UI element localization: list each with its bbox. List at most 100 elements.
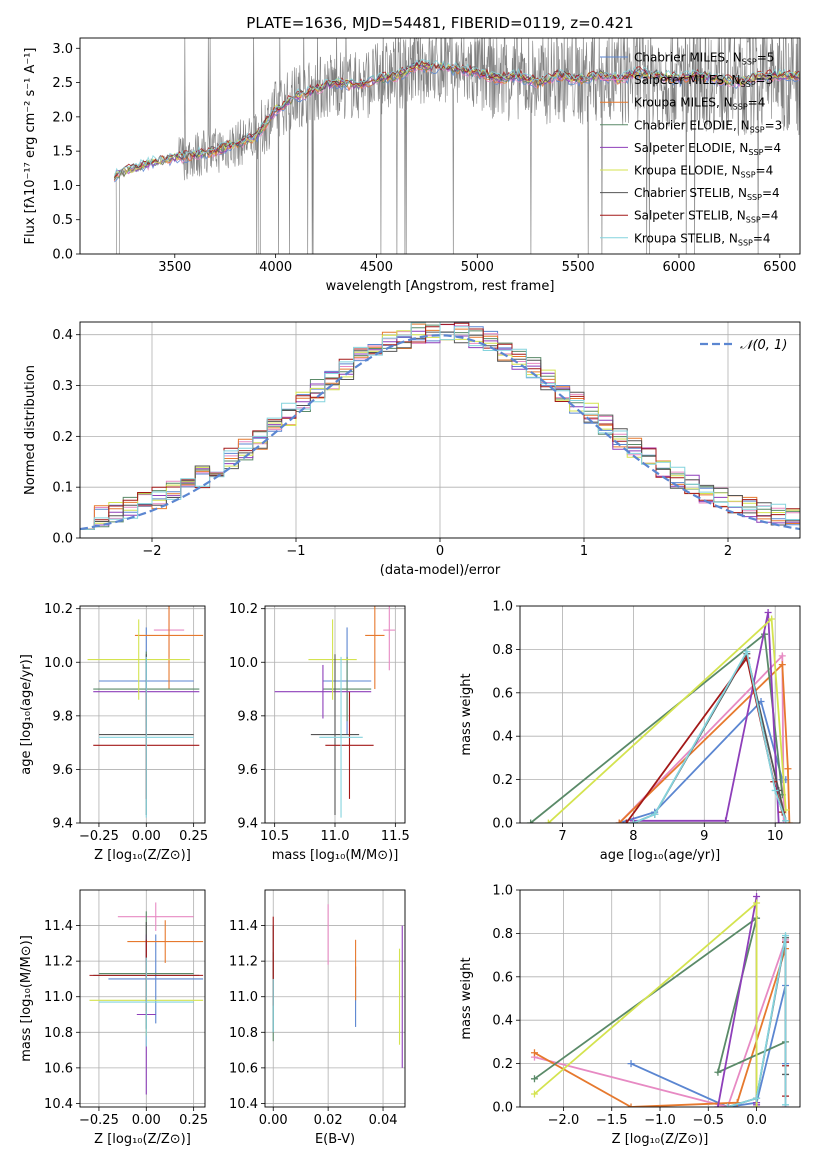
panel-weight-vs-Z: −2.0 −1.5 −1.0 −0.5 0.0 0.0 0.2 0.4 0.6 0.8 1.0 Z [… xyxy=(459,884,801,1147)
x-tick-label: 0.0 xyxy=(746,1113,767,1128)
legend-sub: SSP xyxy=(738,238,753,247)
y-tick-label: 9.6 xyxy=(237,763,258,778)
panel-residuals: −2 −1 0 1 2 0.0 0.1 0.2 0.3 0.4 (data-model)/error… xyxy=(23,321,801,578)
x-tick-label: 3500 xyxy=(158,260,191,275)
weight-marker xyxy=(544,819,552,823)
legend-nssp: =4 xyxy=(756,164,774,178)
legend-model-name: Chabrier MILES, N xyxy=(634,51,742,65)
weight-line xyxy=(633,649,787,823)
legend-sub: SSP xyxy=(746,216,761,225)
y-axis-label: age [log₁₀(age/yr)] xyxy=(19,654,34,775)
weight-line xyxy=(633,612,780,823)
plot-area-mass-vs-EBV xyxy=(265,890,405,1107)
x-tick-label: 8 xyxy=(629,829,637,844)
weight-marker xyxy=(714,1068,722,1076)
weight-marker xyxy=(785,819,793,823)
weight-marker xyxy=(530,1049,538,1057)
plot-area-weight-vs-age xyxy=(520,606,800,823)
y-tick-label: 10.8 xyxy=(44,1026,73,1041)
weight-marker xyxy=(778,661,786,669)
x-tick-label: 0.02 xyxy=(314,1113,343,1128)
y-tick-label: 9.6 xyxy=(52,763,73,778)
weight-marker xyxy=(778,652,786,660)
weight-marker xyxy=(629,819,637,823)
panel-age-vs-mass: 10.5 11.0 11.5 9.4 9.6 9.8 10.0 10.2 mass [log₁₀… xyxy=(229,602,410,863)
weight-marker xyxy=(782,932,790,940)
weight-marker xyxy=(622,819,630,823)
weight-marker xyxy=(651,810,659,818)
x-axis-label: age [log₁₀(age/yr)] xyxy=(600,848,721,863)
y-tick-label: 10.4 xyxy=(44,1097,73,1112)
weight-marker xyxy=(753,893,761,901)
legend-entry: Salpeter ELODIE, NSSP=4 xyxy=(634,141,781,157)
plot-area-weight-vs-Z xyxy=(520,890,800,1107)
weight-marker xyxy=(724,1103,732,1107)
y-tick-label: 0.8 xyxy=(492,643,513,658)
legend-entry: Salpeter MILES, NSSP=3 xyxy=(634,73,773,89)
y-tick-label: 0.0 xyxy=(492,817,513,832)
x-tick-label: −1.0 xyxy=(644,1113,676,1128)
y-tick-label: 0.0 xyxy=(492,1101,513,1116)
weight-line xyxy=(618,662,791,823)
plot-area-mass-vs-Z xyxy=(80,890,205,1107)
weight-marker xyxy=(764,609,772,617)
y-tick-label: 0.1 xyxy=(52,481,73,496)
legend-model-name: Salpeter MILES, N xyxy=(634,73,741,87)
x-tick-label: 0.04 xyxy=(369,1113,398,1128)
y-tick-label: 0.0 xyxy=(52,532,73,547)
x-tick-label: 2 xyxy=(724,544,732,559)
x-tick-label: 5500 xyxy=(562,260,595,275)
x-tick-label: −1 xyxy=(286,544,305,559)
y-tick-label: 9.8 xyxy=(52,709,73,724)
legend-entry: Kroupa ELODIE, NSSP=4 xyxy=(634,164,773,180)
x-tick-label: 10.5 xyxy=(260,829,289,844)
legend-nssp: =4 xyxy=(753,231,771,245)
x-tick-label: 1 xyxy=(580,544,588,559)
weight-marker xyxy=(768,615,776,623)
y-tick-label: 3.0 xyxy=(52,42,73,57)
axes-frame xyxy=(519,605,801,824)
y-tick-label: 9.4 xyxy=(237,817,258,832)
figure-title: PLATE=1636, MJD=54481, FIBERID=0119, z=0… xyxy=(246,14,633,32)
plot-area-age-vs-mass xyxy=(265,606,405,823)
y-tick-label: 10.0 xyxy=(44,656,73,671)
y-tick-label: 0.2 xyxy=(52,430,73,445)
x-tick-label: −0.25 xyxy=(79,1113,119,1128)
y-tick-label: 9.8 xyxy=(237,709,258,724)
y-tick-label: 0.5 xyxy=(52,213,73,228)
model-line xyxy=(113,64,800,181)
y-tick-label: 1.0 xyxy=(52,179,73,194)
legend-sub: SSP xyxy=(741,80,756,89)
legend-model-name: Salpeter ELODIE, N xyxy=(634,141,748,155)
y-tick-label: 11.2 xyxy=(229,955,258,970)
panel-spectrum: 3500 4000 4500 5000 5500 6000 6500 0.0 0.5 1.0 1.5… xyxy=(23,37,801,294)
weight-marker xyxy=(722,817,730,823)
weight-marker xyxy=(753,1094,761,1102)
y-axis-label: mass weight xyxy=(459,673,474,755)
legend-sub: SSP xyxy=(741,171,756,180)
weight-marker xyxy=(615,819,623,823)
x-tick-label: 0.00 xyxy=(132,829,161,844)
weight-line xyxy=(727,935,787,1107)
y-tick-label: 10.2 xyxy=(229,602,258,617)
weight-marker xyxy=(753,1103,761,1107)
y-tick-label: 0.4 xyxy=(52,328,73,343)
weight-marker xyxy=(527,819,535,823)
legend-model-name: Kroupa STELIB, N xyxy=(634,231,738,245)
x-tick-label: 0 xyxy=(436,544,444,559)
x-tick-label: 11.0 xyxy=(321,829,350,844)
x-tick-label: 7 xyxy=(558,829,566,844)
legend-nssp: =4 xyxy=(748,96,766,110)
y-tick-label: 9.4 xyxy=(52,817,73,832)
x-tick-label: 4500 xyxy=(360,260,393,275)
y-tick-label: 0.4 xyxy=(492,730,513,745)
x-tick-label: 0.25 xyxy=(179,829,208,844)
y-tick-label: 0.4 xyxy=(492,1014,513,1029)
model-line xyxy=(114,63,800,183)
y-tick-label: 10.4 xyxy=(229,1097,258,1112)
axes-frame xyxy=(79,37,801,255)
y-tick-label: 0.6 xyxy=(492,970,513,985)
panel-mass-vs-EBV: 0.00 0.02 0.04 10.4 10.6 10.8 11.0 11.2 11.4 E(B-… xyxy=(229,889,406,1147)
x-tick-label: 4000 xyxy=(259,260,292,275)
